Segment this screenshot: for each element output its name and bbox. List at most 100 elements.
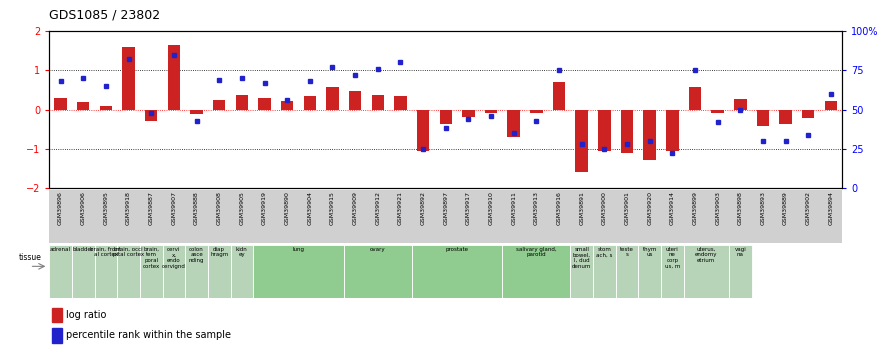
Bar <box>344 190 366 243</box>
Text: GSM39901: GSM39901 <box>625 191 630 225</box>
Text: GSM39904: GSM39904 <box>307 191 313 225</box>
Bar <box>661 190 684 243</box>
Bar <box>616 245 638 298</box>
Bar <box>366 190 389 243</box>
Bar <box>684 245 729 298</box>
Bar <box>553 82 565 110</box>
Bar <box>208 190 230 243</box>
Text: GSM39890: GSM39890 <box>285 191 289 225</box>
Bar <box>412 245 503 298</box>
Bar <box>77 102 90 110</box>
Bar <box>52 328 62 343</box>
Text: brain, occi
pital cortex: brain, occi pital cortex <box>113 247 144 257</box>
Text: GSM39906: GSM39906 <box>81 191 86 225</box>
Text: kidn
ey: kidn ey <box>236 247 247 257</box>
Text: GSM39921: GSM39921 <box>398 191 403 225</box>
Bar <box>706 190 729 243</box>
Bar <box>661 245 684 298</box>
Bar <box>462 110 475 117</box>
Text: small
bowel,
I, dud
denum: small bowel, I, dud denum <box>572 247 591 269</box>
Text: colon
asce
nding: colon asce nding <box>189 247 204 263</box>
Bar <box>117 245 140 298</box>
Text: GDS1085 / 23802: GDS1085 / 23802 <box>49 9 160 22</box>
Text: vagi
na: vagi na <box>735 247 746 257</box>
Bar <box>190 110 202 114</box>
Bar <box>394 96 407 110</box>
Bar <box>503 245 571 298</box>
Bar <box>752 190 774 243</box>
Bar <box>575 110 588 172</box>
Bar <box>123 47 134 110</box>
Bar <box>643 110 656 160</box>
Text: GSM39893: GSM39893 <box>761 191 765 225</box>
Bar <box>372 95 384 110</box>
Bar <box>507 110 520 137</box>
Bar <box>711 110 724 113</box>
Text: GSM39889: GSM39889 <box>783 191 788 225</box>
Bar <box>530 110 543 114</box>
Text: GSM39919: GSM39919 <box>262 191 267 225</box>
Bar <box>304 96 316 110</box>
Bar <box>571 245 593 298</box>
Bar <box>729 245 752 298</box>
Bar <box>99 106 112 110</box>
Text: brain, front
al cortex: brain, front al cortex <box>90 247 121 257</box>
Bar <box>412 190 435 243</box>
Text: GSM39887: GSM39887 <box>149 191 154 225</box>
Text: GSM39900: GSM39900 <box>602 191 607 225</box>
Text: log ratio: log ratio <box>66 310 107 320</box>
Text: GSM39894: GSM39894 <box>829 191 833 225</box>
Text: GSM39907: GSM39907 <box>171 191 177 225</box>
Text: GSM39917: GSM39917 <box>466 191 471 225</box>
Bar <box>734 99 746 110</box>
Bar <box>389 190 412 243</box>
Bar <box>213 100 226 110</box>
Text: adrenal: adrenal <box>50 247 71 252</box>
Text: cervi
x,
endo
cervignd: cervi x, endo cervignd <box>162 247 185 269</box>
Bar <box>593 190 616 243</box>
Text: thym
us: thym us <box>642 247 657 257</box>
Bar <box>321 190 344 243</box>
Text: GSM39918: GSM39918 <box>126 191 131 225</box>
Text: GSM39916: GSM39916 <box>556 191 562 225</box>
Text: teste
s: teste s <box>620 247 634 257</box>
Bar <box>140 190 162 243</box>
Bar <box>162 190 185 243</box>
Bar <box>281 101 293 110</box>
Bar <box>72 190 95 243</box>
Text: uteri
ne
corp
us, m: uteri ne corp us, m <box>665 247 680 269</box>
Bar <box>258 98 271 110</box>
Text: lung: lung <box>292 247 305 252</box>
Bar <box>503 190 525 243</box>
Bar <box>254 190 276 243</box>
Bar <box>52 308 62 322</box>
Text: GSM39895: GSM39895 <box>103 191 108 225</box>
Text: diap
hragm: diap hragm <box>210 247 228 257</box>
Bar <box>55 98 67 110</box>
Bar <box>162 245 185 298</box>
Bar <box>547 190 571 243</box>
Text: GSM39891: GSM39891 <box>579 191 584 225</box>
Text: GSM39913: GSM39913 <box>534 191 538 225</box>
Bar <box>729 190 752 243</box>
Bar <box>230 190 254 243</box>
Text: bladder: bladder <box>73 247 94 252</box>
Bar <box>349 91 361 110</box>
Bar <box>440 110 452 125</box>
Bar <box>208 245 230 298</box>
Text: GSM39903: GSM39903 <box>715 191 720 225</box>
Bar <box>638 190 661 243</box>
Text: GSM39908: GSM39908 <box>217 191 221 225</box>
Bar <box>117 190 140 243</box>
Text: GSM39910: GSM39910 <box>488 191 494 225</box>
Text: GSM39896: GSM39896 <box>58 191 63 225</box>
Bar <box>326 87 339 110</box>
Text: GSM39914: GSM39914 <box>670 191 675 225</box>
Bar <box>49 190 72 243</box>
Bar <box>49 245 72 298</box>
Bar <box>666 110 678 151</box>
Bar <box>145 110 158 120</box>
Text: GSM39898: GSM39898 <box>737 191 743 225</box>
Bar <box>344 245 412 298</box>
Bar <box>230 245 254 298</box>
